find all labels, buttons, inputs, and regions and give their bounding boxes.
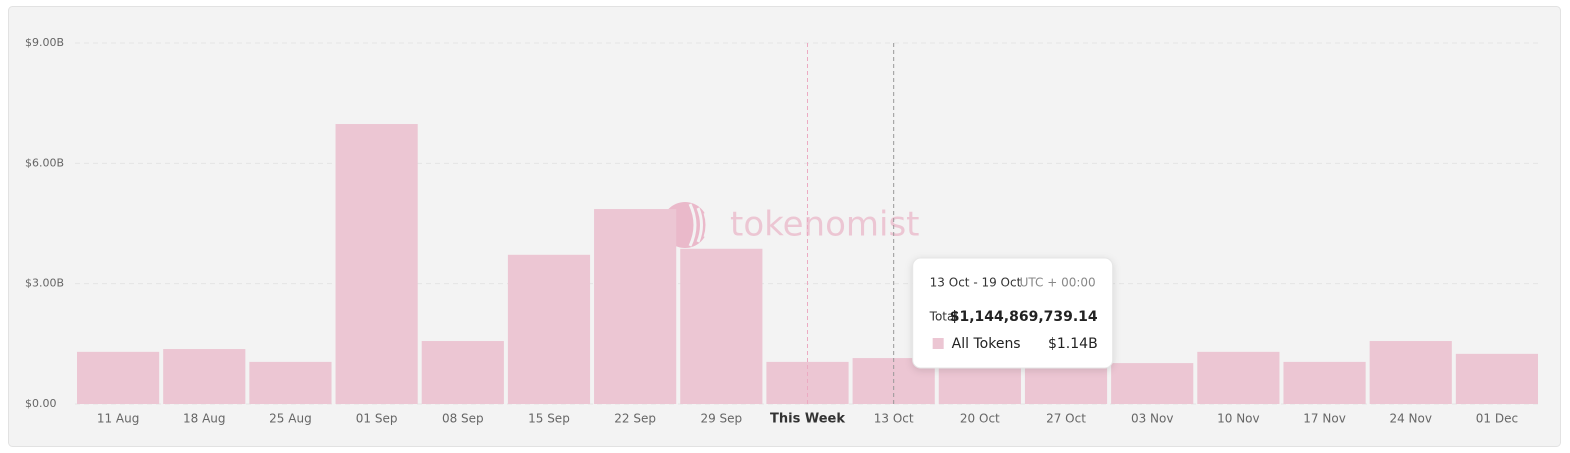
x-tick-label: This Week — [770, 412, 845, 427]
tooltip-period: 13 Oct - 19 Oct — [930, 276, 1022, 290]
tooltip-box — [912, 257, 1114, 369]
x-tick-label: 11 Aug — [97, 412, 140, 426]
x-tick-label: 27 Oct — [1046, 412, 1086, 426]
bar — [1111, 363, 1194, 404]
bar — [507, 254, 591, 404]
tooltip-total-label: Total — [929, 310, 958, 324]
x-tick-label: 03 Nov — [1131, 412, 1174, 426]
x-tick-label: 18 Aug — [183, 412, 226, 426]
x-tick-label: 10 Nov — [1217, 412, 1260, 426]
tooltip-series: All Tokens — [952, 336, 1021, 352]
bar — [163, 349, 246, 404]
tooltip-total: $1,144,869,739.14 — [950, 309, 1098, 325]
x-tick-label: 01 Dec — [1476, 412, 1518, 426]
x-tick-label: 24 Nov — [1389, 412, 1432, 426]
bar — [335, 124, 418, 404]
bar — [1455, 353, 1538, 404]
x-tick-label: 17 Nov — [1303, 412, 1346, 426]
bar — [1197, 351, 1280, 404]
x-tick-label: 01 Sep — [356, 412, 398, 426]
y-tick-label: $0.00 — [25, 397, 57, 410]
x-tick-label: 20 Oct — [960, 412, 1000, 426]
x-tick-label: 15 Sep — [528, 412, 570, 426]
plot: $0.00 $3.00B $6.00B $9.00B 11 Aug 18 Aug 25 Au… — [25, 36, 1540, 427]
tooltip-timezone: UTC + 00:00 — [1020, 276, 1096, 290]
logo-lines — [688, 203, 709, 247]
x-tick-label: 13 Oct — [874, 412, 914, 426]
bar — [249, 361, 332, 404]
bar — [1283, 361, 1366, 404]
watermark-text: tokenomist — [730, 205, 920, 245]
y-tick-label: $6.00B — [25, 156, 64, 169]
bar — [680, 248, 763, 404]
y-tick-label: $9.00B — [25, 36, 64, 49]
x-tick-label: 22 Sep — [614, 412, 656, 426]
x-tick-label: 08 Sep — [442, 412, 484, 426]
y-tick-label: $3.00B — [25, 277, 64, 290]
x-tick-label: 29 Sep — [700, 412, 742, 426]
bar — [594, 209, 677, 404]
bar — [1369, 341, 1452, 404]
bar — [77, 351, 160, 404]
watermark: tokenomist — [662, 202, 920, 248]
tooltip-value: $1.14B — [1048, 336, 1098, 352]
tooltip-swatch — [932, 338, 944, 349]
x-tick-label: 25 Aug — [269, 412, 312, 426]
bar — [421, 341, 504, 404]
